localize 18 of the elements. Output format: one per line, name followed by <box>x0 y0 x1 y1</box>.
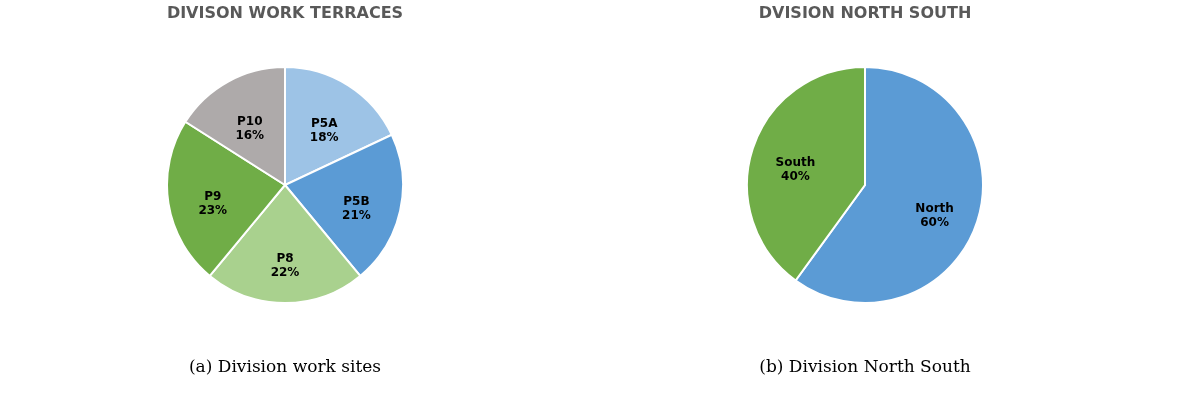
slice-label: P5A <box>310 116 339 131</box>
data-label: 40% <box>781 169 810 184</box>
data-label: 22% <box>270 265 300 280</box>
data-label: 21% <box>342 207 371 222</box>
slice-label: South <box>775 155 816 170</box>
slice-label: North <box>915 200 954 215</box>
slice-label: P8 <box>276 251 294 266</box>
slice-label: P9 <box>204 189 222 204</box>
data-label: 60% <box>920 214 949 229</box>
text: (a) Division work sites <box>188 356 382 376</box>
data-label: 18% <box>309 130 339 145</box>
slice-label: P5B <box>343 193 370 208</box>
data-label: 23% <box>198 203 228 218</box>
data-label: 16% <box>235 127 265 142</box>
text: (b) Division North South <box>759 356 971 376</box>
slice-label: P10 <box>237 113 263 128</box>
chart-title: DIVISON WORK TERRACES <box>166 3 404 22</box>
chart-title: DVISION NORTH SOUTH <box>758 3 972 22</box>
